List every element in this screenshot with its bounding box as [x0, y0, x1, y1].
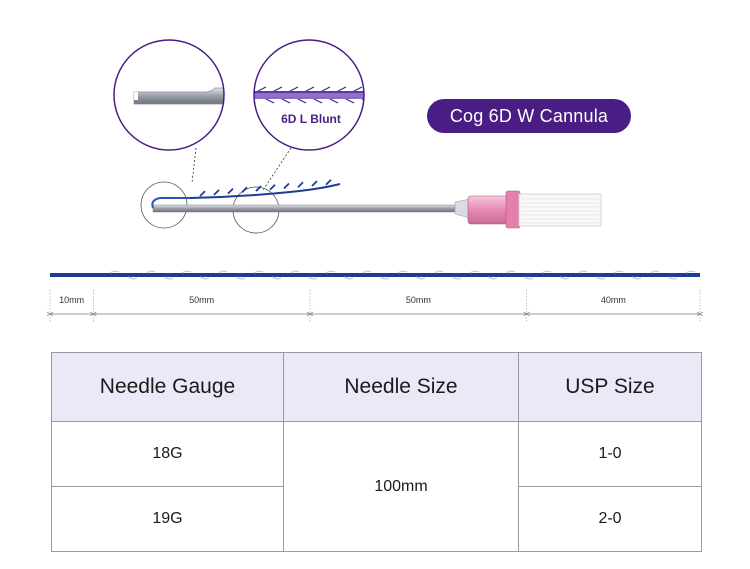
thread-detail-magnifier: 6D L Blunt: [253, 39, 365, 151]
dimension-label: 50mm: [406, 295, 431, 305]
cannula-thread-barbs: [199, 179, 332, 197]
connector-line: [191, 147, 197, 184]
header-needle-gauge: Needle Gauge: [51, 352, 284, 422]
header-needle-size: Needle Size: [283, 352, 519, 422]
cell-gauge: 19G: [51, 486, 284, 552]
dimension-label: 50mm: [189, 295, 214, 305]
cannula: [151, 179, 602, 229]
cell-usp: 1-0: [518, 421, 702, 487]
table-row: 19G 2-0: [51, 486, 702, 552]
product-title: Cog 6D W Cannula: [427, 99, 631, 133]
dimension-lines: 10mm 50mm 50mm 40mm: [46, 290, 704, 322]
blunt-tip-magnifier: [113, 39, 225, 151]
connector-line: [262, 147, 292, 191]
table-header-row: Needle Gauge Needle Size USP Size: [51, 352, 702, 422]
cap-grip-lines: [521, 198, 599, 224]
cell-usp: 2-0: [518, 486, 702, 552]
dimension-label: 10mm: [59, 295, 84, 305]
dimension-label: 40mm: [601, 295, 626, 305]
cannula-diagram: 6D L Blunt 10mm 50mm 50mm 40mm: [46, 39, 704, 322]
cell-needle-size: 100mm: [283, 421, 519, 552]
cell-gauge: 18G: [51, 421, 284, 487]
table-row: 18G 100mm 1-0: [51, 421, 702, 552]
spec-table: Needle Gauge Needle Size USP Size 18G 10…: [51, 352, 702, 552]
detail-label: 6D L Blunt: [281, 112, 341, 126]
header-usp-size: USP Size: [518, 352, 702, 422]
thread-full-length: [50, 270, 700, 280]
